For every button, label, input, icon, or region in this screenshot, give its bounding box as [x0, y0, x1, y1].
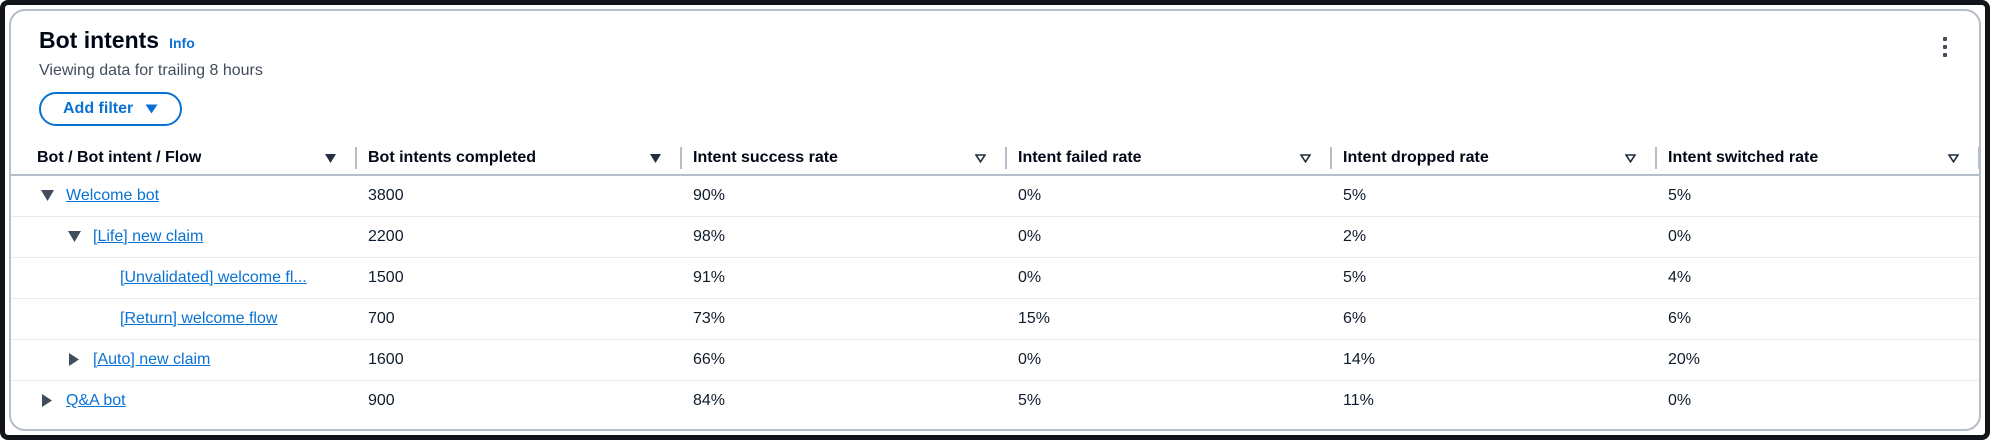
filter-caret-filled-icon[interactable]: [325, 153, 336, 163]
failed-rate-cell: 0%: [1006, 257, 1331, 299]
column-header-5[interactable]: Intent dropped rate: [1331, 142, 1656, 176]
completed-cell: 700: [356, 298, 681, 340]
row-link[interactable]: Q&A bot: [66, 391, 126, 409]
filter-caret-filled-icon[interactable]: [650, 153, 661, 163]
collapse-row-icon[interactable]: [39, 190, 55, 202]
name-cell: [Life] new claim: [11, 216, 356, 258]
add-filter-button[interactable]: Add filter: [39, 92, 183, 126]
row-link[interactable]: [Life] new claim: [93, 227, 204, 245]
dropped-rate-cell: 11%: [1343, 391, 1374, 409]
dropped-rate-cell: 14%: [1331, 339, 1656, 381]
switched-rate-cell: 20%: [1656, 339, 1979, 381]
bot-intents-table: Bot / Bot intent / Flow Bot intents compl…: [11, 142, 1979, 421]
success-rate-cell: 91%: [681, 257, 1006, 299]
name-cell: Welcome bot: [11, 175, 356, 217]
success-rate-cell: 66%: [681, 339, 1006, 381]
page-title: Bot intents: [39, 27, 160, 53]
failed-rate-cell: 5%: [1018, 391, 1042, 409]
table-row: Q&A bot 900 84% 5% 11% 0%: [11, 380, 1979, 421]
column-header-6[interactable]: Intent switched rate: [1656, 142, 1979, 176]
column-header-label: Intent switched rate: [1668, 149, 1819, 166]
table-row: Welcome bot 3800 90% 0% 5% 5%: [11, 175, 1979, 217]
kebab-menu-button[interactable]: [1933, 31, 1957, 63]
completed-cell: 1500: [356, 257, 681, 299]
success-rate-cell: 84%: [693, 391, 726, 409]
name-cell: [Return] welcome flow: [11, 298, 356, 340]
kebab-dot: [1943, 37, 1947, 41]
row-link[interactable]: [Auto] new claim: [93, 350, 211, 368]
completed-cell: 2200: [356, 216, 681, 258]
filter-toolbar: Add filter: [11, 82, 1979, 126]
dropped-rate-cell: 2%: [1331, 216, 1656, 258]
failed-rate-cell: 15%: [1006, 298, 1331, 340]
failed-rate-cell: 0%: [1006, 175, 1331, 217]
failed-rate-cell: 0%: [1006, 339, 1331, 381]
switched-rate-cell: 4%: [1656, 257, 1979, 299]
switched-rate-cell: 6%: [1656, 298, 1979, 340]
card-header-text: Bot intents Info Viewing data for traili…: [39, 25, 263, 82]
switched-rate-cell: 5%: [1656, 175, 1979, 217]
table-header: Bot / Bot intent / Flow Bot intents compl…: [11, 142, 1979, 176]
dropped-rate-cell: 5%: [1331, 175, 1656, 217]
failed-rate-cell: 0%: [1006, 216, 1331, 258]
row-link[interactable]: Welcome bot: [66, 186, 160, 204]
switched-rate-cell: 0%: [1656, 216, 1979, 258]
expand-row-icon[interactable]: [66, 353, 82, 366]
column-header-label: Intent dropped rate: [1343, 149, 1489, 166]
kebab-dot: [1943, 53, 1947, 57]
column-header-4[interactable]: Intent failed rate: [1006, 142, 1331, 176]
bot-intents-card: Bot intents Info Viewing data for traili…: [9, 9, 1981, 431]
add-filter-label: Add filter: [63, 100, 134, 117]
column-header-label: Intent failed rate: [1018, 149, 1142, 166]
name-cell: [Auto] new claim: [11, 339, 356, 381]
success-rate-cell: 98%: [681, 216, 1006, 258]
table-row: [Auto] new claim 1600 66% 0% 14% 20%: [11, 339, 1979, 381]
success-rate-cell: 73%: [681, 298, 1006, 340]
name-cell: [Unvalidated] welcome fl...: [11, 257, 356, 299]
column-header-1[interactable]: Bot / Bot intent / Flow: [11, 142, 356, 176]
card-header: Bot intents Info Viewing data for traili…: [11, 11, 1979, 82]
name-cell: Q&A bot: [11, 380, 356, 421]
dropped-rate-cell: 6%: [1331, 298, 1656, 340]
completed-cell: 1600: [356, 339, 681, 381]
column-header-3[interactable]: Intent success rate: [681, 142, 1006, 176]
kebab-dot: [1943, 45, 1947, 49]
row-link[interactable]: [Unvalidated] welcome fl...: [120, 268, 307, 286]
completed-cell: 900: [368, 391, 395, 409]
row-link[interactable]: [Return] welcome flow: [120, 309, 278, 327]
trailing-period-subtitle: Viewing data for trailing 8 hours: [39, 62, 263, 79]
filter-caret-outlined-icon[interactable]: [975, 153, 986, 163]
column-header-2[interactable]: Bot intents completed: [356, 142, 681, 176]
column-header-label: Intent success rate: [693, 149, 838, 166]
column-header-label: Bot / Bot intent / Flow: [37, 149, 202, 166]
collapse-row-icon[interactable]: [66, 231, 82, 242]
table-row: [Unvalidated] welcome fl... 1500 91% 0% 5% 4%: [11, 257, 1979, 299]
column-header-label: Bot intents completed: [368, 149, 537, 166]
table-row: [Return] welcome flow 700 73% 15% 6% 6%: [11, 298, 1979, 340]
expand-row-icon[interactable]: [39, 394, 55, 408]
filter-caret-outlined-icon[interactable]: [1948, 153, 1959, 163]
success-rate-cell: 90%: [681, 175, 1006, 217]
caret-down-icon: [145, 104, 158, 114]
table-row: [Life] new claim 2200 98% 0% 2% 0%: [11, 216, 1979, 258]
switched-rate-cell: 0%: [1668, 391, 1692, 409]
info-link[interactable]: Info: [169, 35, 195, 51]
completed-cell: 3800: [356, 175, 681, 217]
table-body: Welcome bot 3800 90% 0% 5% 5% [Life] new claim…: [11, 175, 1979, 421]
filter-caret-outlined-icon[interactable]: [1625, 153, 1636, 163]
dropped-rate-cell: 5%: [1331, 257, 1656, 299]
filter-caret-outlined-icon[interactable]: [1300, 153, 1311, 163]
